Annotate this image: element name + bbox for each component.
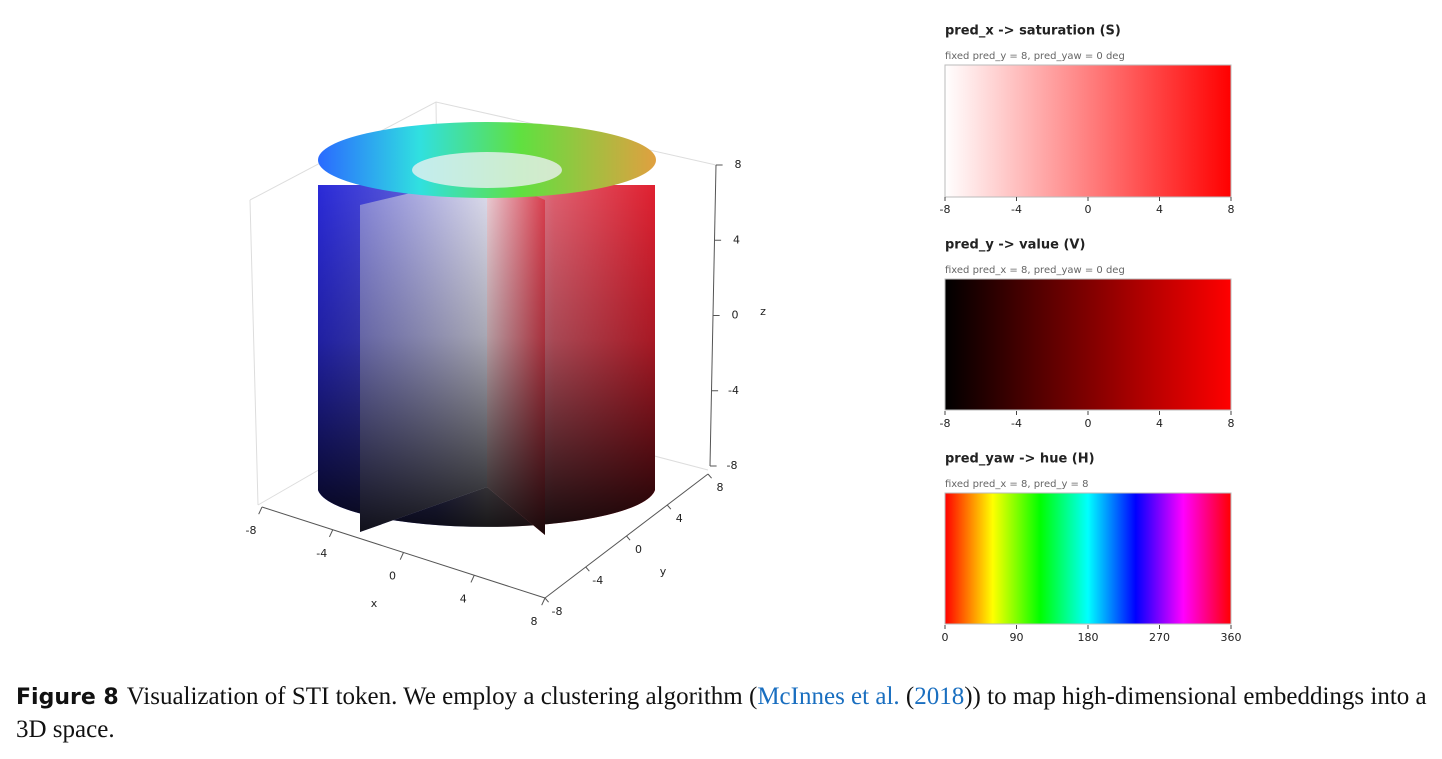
panel-title: pred_yaw -> hue (H) — [945, 452, 1095, 467]
tick-mark — [541, 597, 546, 606]
tick-label: 8 — [531, 615, 538, 628]
panel-title: pred_y -> value (V) — [945, 238, 1085, 253]
tick-label: 8 — [1228, 417, 1235, 430]
caption-text: Visualization of STI token. We employ a … — [126, 683, 758, 710]
tick-mark — [544, 597, 549, 603]
tick-mark — [258, 506, 263, 515]
tick-label: -8 — [940, 417, 951, 430]
caption: Figure 8 Visualization of STI token. We e… — [16, 680, 1436, 746]
figure-label: Figure 8 — [16, 685, 119, 710]
tick-label: 8 — [717, 481, 724, 494]
tick-label: -4 — [1011, 417, 1022, 430]
tick-label: -4 — [728, 384, 739, 397]
tick-label: 360 — [1221, 631, 1242, 644]
tick-mark — [585, 566, 590, 572]
tick-label: -4 — [592, 574, 603, 587]
citation-year[interactable]: 2018 — [914, 683, 965, 710]
citation[interactable]: McInnes et al. — [757, 683, 900, 710]
tick-mark — [328, 529, 334, 538]
tick-label: 0 — [635, 543, 642, 556]
tick-mark — [626, 535, 631, 541]
colorbars — [944, 64, 1232, 625]
tick-label: -8 — [552, 605, 563, 618]
tick-label: 4 — [676, 512, 683, 525]
tick-label: -8 — [727, 459, 738, 472]
tick-label: 270 — [1149, 631, 1170, 644]
caption-text: ( — [899, 683, 915, 710]
panel-title: pred_x -> saturation (S) — [945, 24, 1121, 39]
tick-mark — [666, 504, 672, 510]
panel-subtitle: fixed pred_y = 8, pred_yaw = 0 deg — [945, 51, 1125, 62]
tick-label: 4 — [1156, 417, 1163, 430]
caption-text: )) to map high-dimensional embeddings in… — [16, 683, 1427, 743]
panel-subtitle: fixed pred_x = 8, pred_y = 8 — [945, 479, 1088, 490]
tick-label: 8 — [735, 158, 742, 171]
tick-label: -8 — [940, 203, 951, 216]
tick-label: 90 — [1010, 631, 1024, 644]
tick-label: 4 — [1156, 203, 1163, 216]
tick-label: 4 — [733, 233, 740, 246]
colorbar — [944, 492, 1232, 625]
tick-label: -8 — [246, 524, 257, 537]
tick-label: 8 — [1228, 203, 1235, 216]
tick-label: -4 — [1011, 203, 1022, 216]
tick-label: 0 — [732, 309, 739, 322]
tick-mark — [707, 473, 712, 479]
tick-label: 0 — [389, 570, 396, 583]
tick-label: 0 — [1085, 417, 1092, 430]
tick-mark — [399, 552, 404, 560]
tick-label: 0 — [942, 631, 949, 644]
figure: -8 -4 0 4 8 x -8 -4 0 4 8 y -8 -4 0 4 8 z pred_x -> satura… — [246, 24, 1242, 645]
colorbar — [944, 64, 1232, 198]
tick-label: -4 — [316, 547, 327, 560]
axis-label: x — [371, 597, 378, 610]
pane-lines — [249, 101, 717, 506]
axis-label: y — [660, 565, 667, 578]
axis-label: z — [760, 305, 766, 318]
colorbar — [944, 278, 1232, 411]
tick-mark — [470, 575, 475, 583]
tick-label: 180 — [1078, 631, 1099, 644]
panel-subtitle: fixed pred_x = 8, pred_yaw = 0 deg — [945, 265, 1125, 276]
tick-label: 0 — [1085, 203, 1092, 216]
tick-label: 4 — [460, 592, 467, 605]
cylinder — [318, 122, 656, 535]
